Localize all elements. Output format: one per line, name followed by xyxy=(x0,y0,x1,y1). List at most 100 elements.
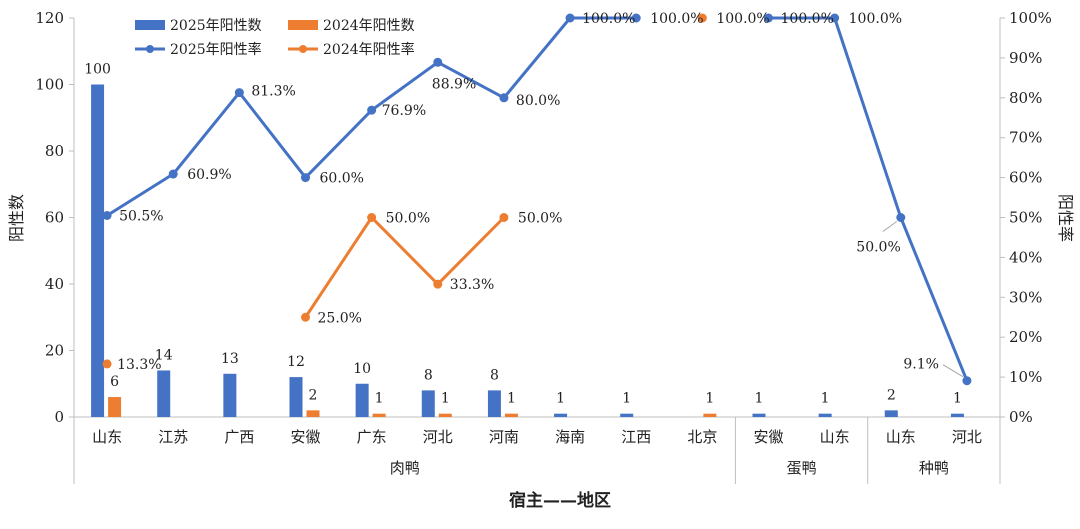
legend-swatch xyxy=(288,20,318,30)
x-tick-label: 广东 xyxy=(357,428,387,446)
bar-2024 xyxy=(703,413,717,417)
rate-2025-label: 88.9% xyxy=(432,76,476,92)
rate-2025-label: 100.0% xyxy=(582,11,635,27)
bar-2025-label: 1 xyxy=(556,391,565,407)
bar-2025 xyxy=(355,383,369,417)
y2-tick-label: 70% xyxy=(1009,129,1042,147)
bar-2024 xyxy=(504,413,518,417)
rate-2025-label: 50.5% xyxy=(119,209,163,225)
x-tick-label: 广西 xyxy=(224,428,254,446)
x-tick-label: 海南 xyxy=(555,428,585,446)
bar-2024-label: 1 xyxy=(441,391,450,407)
x-tick-label: 安徽 xyxy=(753,428,783,446)
legend: 2025年阳性数 2024年阳性数 2025年阳性率 2024年阳性率 xyxy=(135,18,415,58)
bars-layer xyxy=(91,84,964,417)
rate-2024-point xyxy=(102,359,112,369)
y2-tick-label: 40% xyxy=(1009,248,1042,266)
rate-2025-label: 100.0% xyxy=(849,11,902,27)
bar-2024-label: 1 xyxy=(507,391,516,407)
legend-label: 2024年阳性率 xyxy=(323,41,415,58)
bar-2025-label: 1 xyxy=(755,391,764,407)
rate-2025-label: 60.9% xyxy=(187,167,231,183)
bar-2024 xyxy=(108,397,122,417)
bar-2025 xyxy=(289,377,303,417)
y2-axis-title: 阳性率 xyxy=(1056,194,1075,242)
bar-2025 xyxy=(421,390,435,417)
bar-2025 xyxy=(620,413,634,417)
x-tick-label: 河北 xyxy=(423,428,453,446)
bar-2025-label: 1 xyxy=(821,391,830,407)
rate-2025-point xyxy=(234,88,244,98)
rate-2024-point xyxy=(301,312,310,322)
x-tick-label: 山东 xyxy=(886,428,916,446)
bar-2024 xyxy=(438,413,452,417)
legend-marker xyxy=(299,45,307,53)
y-tick-label: 80 xyxy=(45,142,64,160)
bar-2025 xyxy=(223,373,237,417)
axes-layer: 0 20 40 60 80 100 120 0% 10% 20% 30% 40% 50% 60% 70% 80… xyxy=(35,9,1052,484)
rate-2025-point xyxy=(764,13,773,23)
legend-marker xyxy=(146,45,154,53)
rate-2025-point xyxy=(301,173,310,183)
rate-2025-point xyxy=(499,93,509,103)
x-tick-label: 河南 xyxy=(489,428,519,446)
legend-label: 2025年阳性数 xyxy=(170,18,262,34)
rate-2024-label: 50.0% xyxy=(518,211,562,227)
bar-2025-label: 1 xyxy=(622,391,631,407)
y-tick-label: 100 xyxy=(35,76,64,94)
bar-2025-label: 10 xyxy=(353,361,371,377)
x-tick-label: 山东 xyxy=(92,428,122,446)
rate-2025-label: 50.0% xyxy=(856,240,900,256)
rate-2024-label: 33.3% xyxy=(450,277,494,293)
rate-2025-label: 9.1% xyxy=(903,357,939,373)
bar-2025-label: 2 xyxy=(887,387,896,403)
y-tick-label: 60 xyxy=(45,209,64,227)
x-tick-label: 北京 xyxy=(687,428,717,446)
rate-2025-point xyxy=(433,57,443,67)
rate-2025-line xyxy=(768,16,969,382)
rate-2025-point xyxy=(102,211,112,221)
rate-2025-point xyxy=(631,13,641,23)
bar-2025-label: 1 xyxy=(953,391,962,407)
bar-2025-label: 12 xyxy=(287,354,305,370)
bar-2024-label: 1 xyxy=(375,391,384,407)
rate-2025-label: 60.0% xyxy=(320,171,364,187)
bar-2024 xyxy=(306,410,320,417)
y2-tick-label: 90% xyxy=(1009,49,1042,67)
bar-2024 xyxy=(372,413,386,417)
rate-2024-point xyxy=(697,13,707,23)
x-tick-label: 江西 xyxy=(621,428,651,446)
bar-2025 xyxy=(91,84,105,417)
rate-2025-point xyxy=(896,213,906,222)
bar-2025-label: 100 xyxy=(84,62,111,78)
y2-tick-label: 80% xyxy=(1009,89,1042,107)
legend-label: 2025年阳性率 xyxy=(170,41,262,58)
y2-tick-label: 100% xyxy=(1009,9,1052,27)
legend-label: 2024年阳性数 xyxy=(323,18,415,34)
y-axis-title: 阳性数 xyxy=(7,194,26,242)
bar-2025-label: 13 xyxy=(221,351,239,367)
lines-layer xyxy=(102,13,972,386)
bar-2025 xyxy=(950,413,964,417)
leader-line xyxy=(882,221,898,232)
y2-tick-label: 0% xyxy=(1009,408,1033,426)
bar-2025 xyxy=(157,370,171,417)
rate-2024-label: 50.0% xyxy=(386,211,430,227)
rate-2025-label: 81.3% xyxy=(251,84,295,100)
y2-tick-label: 30% xyxy=(1009,288,1042,306)
bar-2025 xyxy=(884,410,898,417)
rate-2024-label: 25.0% xyxy=(318,310,362,326)
group-label: 肉鸭 xyxy=(390,459,420,477)
group-label: 蛋鸭 xyxy=(787,459,817,477)
bar-2025 xyxy=(487,390,501,417)
y2-tick-label: 60% xyxy=(1009,169,1042,187)
y-tick-label: 40 xyxy=(45,275,64,293)
rate-2024-point xyxy=(433,279,443,289)
rate-2024-point xyxy=(499,213,509,222)
x-tick-label: 河北 xyxy=(952,428,982,446)
rate-2024-label: 13.3% xyxy=(117,357,161,373)
bar-2025 xyxy=(818,413,832,417)
leader-line xyxy=(942,364,964,378)
